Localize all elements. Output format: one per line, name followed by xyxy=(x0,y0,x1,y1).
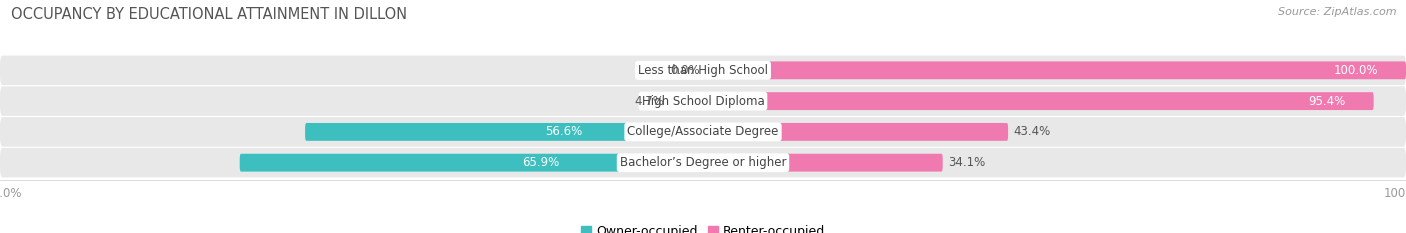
Text: College/Associate Degree: College/Associate Degree xyxy=(627,125,779,138)
FancyBboxPatch shape xyxy=(0,86,1406,116)
Text: OCCUPANCY BY EDUCATIONAL ATTAINMENT IN DILLON: OCCUPANCY BY EDUCATIONAL ATTAINMENT IN D… xyxy=(11,7,408,22)
FancyBboxPatch shape xyxy=(703,123,1008,141)
FancyBboxPatch shape xyxy=(0,148,1406,178)
FancyBboxPatch shape xyxy=(239,154,703,171)
Text: 65.9%: 65.9% xyxy=(522,156,560,169)
Text: Less than High School: Less than High School xyxy=(638,64,768,77)
Text: 0.0%: 0.0% xyxy=(669,64,700,77)
Text: 95.4%: 95.4% xyxy=(1309,95,1346,108)
FancyBboxPatch shape xyxy=(0,55,1406,85)
FancyBboxPatch shape xyxy=(703,92,1374,110)
Text: 100.0%: 100.0% xyxy=(1333,64,1378,77)
FancyBboxPatch shape xyxy=(305,123,703,141)
Legend: Owner-occupied, Renter-occupied: Owner-occupied, Renter-occupied xyxy=(576,220,830,233)
Text: High School Diploma: High School Diploma xyxy=(641,95,765,108)
Text: Source: ZipAtlas.com: Source: ZipAtlas.com xyxy=(1278,7,1396,17)
FancyBboxPatch shape xyxy=(703,154,942,171)
Text: Bachelor’s Degree or higher: Bachelor’s Degree or higher xyxy=(620,156,786,169)
Text: 56.6%: 56.6% xyxy=(546,125,582,138)
FancyBboxPatch shape xyxy=(669,92,703,110)
Text: 43.4%: 43.4% xyxy=(1014,125,1050,138)
Text: 4.7%: 4.7% xyxy=(634,95,665,108)
FancyBboxPatch shape xyxy=(0,117,1406,147)
Text: 34.1%: 34.1% xyxy=(948,156,986,169)
FancyBboxPatch shape xyxy=(703,62,1406,79)
